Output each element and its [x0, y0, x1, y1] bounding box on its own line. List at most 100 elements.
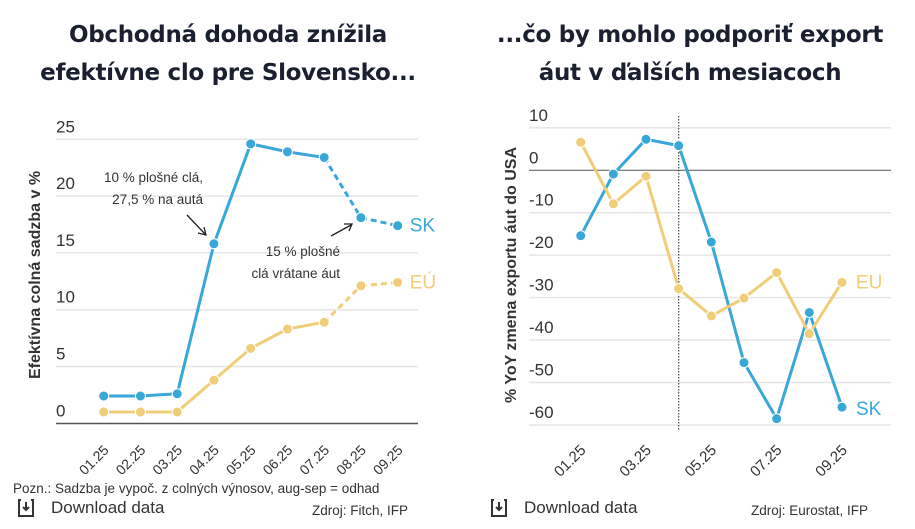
- download-icon: [18, 499, 34, 517]
- x-tick-label: 05.25: [682, 442, 721, 481]
- series-label-EU: EU: [856, 272, 882, 293]
- download-icon: [491, 499, 507, 517]
- data-point-EÚ: [98, 406, 110, 418]
- arrow-head-icon: [197, 226, 207, 236]
- series-segment-EÚ: [360, 280, 398, 288]
- data-point-EÚ: [392, 276, 404, 288]
- data-point-EÚ: [208, 374, 220, 386]
- data-point-EÚ: [245, 342, 257, 354]
- x-tick-label: 01.25: [551, 442, 590, 481]
- annotation-text: 27,5 % na autá: [112, 192, 203, 207]
- y-tick-label: 5: [56, 345, 65, 364]
- y-tick-label: 20: [56, 174, 75, 193]
- data-point-SK: [705, 236, 717, 248]
- series-segment-SK: [612, 138, 648, 176]
- series-segment-SK: [775, 312, 811, 420]
- data-point-SK: [640, 133, 652, 145]
- data-point-EU: [607, 198, 619, 210]
- arrow-head-icon: [344, 223, 353, 232]
- y-tick-label: 10: [56, 288, 75, 307]
- chart-title-right: ...čo by mohlo podporiť export áut v ďalš…: [496, 22, 884, 86]
- y-tick-label: -20: [529, 233, 554, 252]
- series-segment-EU: [808, 281, 844, 335]
- series-segment-SK: [322, 156, 363, 219]
- y-axis-label: % YoY zmena exportu áut do USA: [503, 147, 520, 403]
- series-segment-SK: [742, 361, 778, 420]
- download-data-button-right[interactable]: Download data: [490, 498, 637, 518]
- x-tick-label: 05.25: [223, 442, 259, 478]
- series-segment-SK: [212, 143, 253, 245]
- data-point-SK: [607, 168, 619, 180]
- series-segment-SK: [709, 241, 746, 363]
- series-segment-EU: [644, 175, 681, 290]
- series-segment-SK: [360, 216, 399, 228]
- series-segment-SK: [250, 142, 288, 154]
- series-segment-EU: [677, 287, 713, 318]
- data-point-SK: [281, 146, 293, 158]
- data-point-EU: [705, 310, 717, 322]
- data-point-SK: [392, 220, 404, 232]
- data-point-SK: [771, 413, 783, 425]
- y-tick-label: -50: [529, 361, 554, 380]
- data-point-SK: [208, 238, 220, 250]
- annotation-arrow: [186, 214, 206, 235]
- data-point-EÚ: [134, 406, 146, 418]
- series-segment-SK: [579, 173, 615, 237]
- data-point-EU: [575, 136, 587, 148]
- data-point-EU: [836, 276, 848, 288]
- y-tick-label: 25: [56, 117, 75, 136]
- x-tick-label: 07.25: [296, 442, 332, 478]
- data-point-SK: [738, 357, 750, 369]
- data-point-EU: [803, 328, 815, 340]
- series-segment-SK: [175, 243, 216, 395]
- y-tick-label: 0: [56, 401, 65, 420]
- data-point-SK: [171, 388, 183, 400]
- x-tick-label: 04.25: [186, 442, 222, 478]
- source-left: Zdroj: Fitch, IFP: [312, 503, 409, 518]
- x-tick-label: 02.25: [112, 442, 148, 478]
- download-data-label: Download data: [524, 498, 638, 517]
- data-point-EU: [771, 267, 783, 279]
- series-segment-SK: [140, 392, 178, 398]
- series-segment-SK: [287, 150, 325, 159]
- x-tick-label: 09.25: [812, 442, 851, 481]
- chart-note: Pozn.: Sadzba je vypoč. z colných výnoso…: [13, 481, 380, 496]
- y-tick-label: -60: [529, 403, 554, 422]
- x-tick-label: 07.25: [747, 442, 786, 481]
- chart-title-left: Obchodná dohoda znížila efektívne clo pre…: [40, 22, 416, 86]
- series-segment-EÚ: [323, 284, 363, 324]
- data-point-EÚ: [171, 406, 183, 418]
- x-tick-label: 06.25: [259, 442, 295, 478]
- x-tick-label: 09.25: [370, 442, 406, 478]
- series-segment-EU: [710, 296, 745, 318]
- data-point-EÚ: [355, 280, 367, 292]
- download-data-button-left[interactable]: Download data: [17, 498, 164, 518]
- series-segment-SK: [807, 311, 844, 408]
- series-segment-EÚ: [250, 327, 289, 350]
- series-segment-EU: [579, 141, 615, 205]
- y-tick-label: 15: [56, 231, 75, 250]
- data-point-SK: [803, 306, 815, 318]
- y-tick-label: -30: [529, 276, 554, 295]
- y-tick-label: 10: [529, 106, 548, 125]
- y-tick-label: -10: [529, 191, 554, 210]
- series-label-SK: SK: [856, 399, 882, 420]
- annotation-text: clá vrátane áut: [251, 266, 340, 281]
- x-tick-label: 01.25: [76, 442, 112, 478]
- series-segment-EÚ: [212, 347, 252, 382]
- data-point-EU: [673, 283, 685, 295]
- data-point-EU: [640, 170, 652, 182]
- data-point-SK: [134, 390, 146, 402]
- data-point-EÚ: [281, 323, 293, 335]
- data-point-EÚ: [318, 316, 330, 328]
- series-segment-EU: [743, 271, 778, 300]
- x-tick-label: 03.25: [616, 442, 655, 481]
- series-segment-SK: [677, 145, 713, 243]
- source-right: Zdroj: Eurostat, IFP: [751, 503, 869, 518]
- series-segment-EU: [612, 175, 647, 205]
- y-axis-label: Efektívna colná sadzba v %: [27, 171, 44, 379]
- series-segment-SK: [645, 137, 679, 148]
- annotation-text: 10 % plošné clá,: [104, 170, 203, 185]
- x-tick-label: 08.25: [333, 442, 369, 478]
